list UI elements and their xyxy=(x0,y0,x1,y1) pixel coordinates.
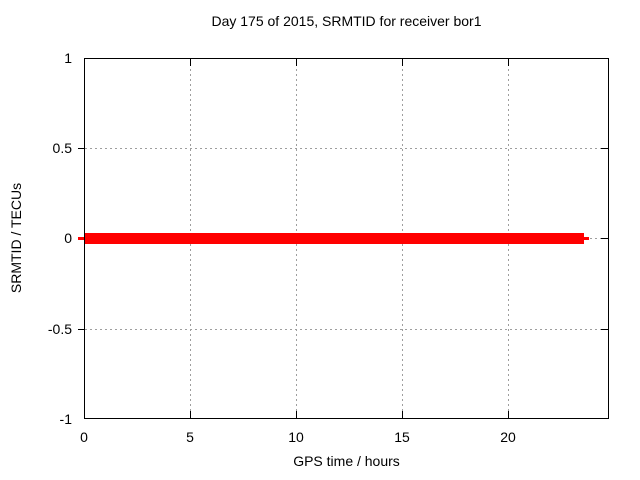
x-axis-tick xyxy=(190,59,191,66)
y-tick-label: 0 xyxy=(64,230,72,246)
x-tick-label: 10 xyxy=(288,429,304,445)
y-tick-label: -0.5 xyxy=(47,321,72,337)
x-tick-label: 20 xyxy=(500,429,516,445)
x-axis-tick xyxy=(296,411,297,418)
y-axis-zero-tick xyxy=(78,237,84,240)
y-tick-label: -1 xyxy=(59,411,72,427)
x-axis-tick xyxy=(508,411,509,418)
x-axis-label: GPS time / hours xyxy=(293,453,400,469)
y-axis-tick xyxy=(78,329,84,330)
x-tick-label: 15 xyxy=(394,429,410,445)
y-axis-tick xyxy=(78,148,84,149)
y-axis-tick xyxy=(601,329,608,330)
x-axis-tick xyxy=(402,59,403,66)
series-line-tail xyxy=(583,237,589,240)
y-axis-tick xyxy=(601,238,608,239)
x-axis-tick xyxy=(508,59,509,66)
y-axis-tick xyxy=(601,148,608,149)
y-tick-label: 0.5 xyxy=(52,140,72,156)
gridline-horizontal xyxy=(85,329,608,330)
x-axis-tick xyxy=(402,411,403,418)
x-axis-tick xyxy=(296,59,297,66)
x-axis-tick xyxy=(190,411,191,418)
x-tick-label: 5 xyxy=(186,429,194,445)
y-tick-label: 1 xyxy=(64,50,72,66)
series-line xyxy=(85,233,584,244)
gridline-horizontal xyxy=(85,148,608,149)
chart-title: Day 175 of 2015, SRMTID for receiver bor… xyxy=(211,13,482,29)
plot-area xyxy=(84,58,609,419)
x-tick-label: 0 xyxy=(80,429,88,445)
